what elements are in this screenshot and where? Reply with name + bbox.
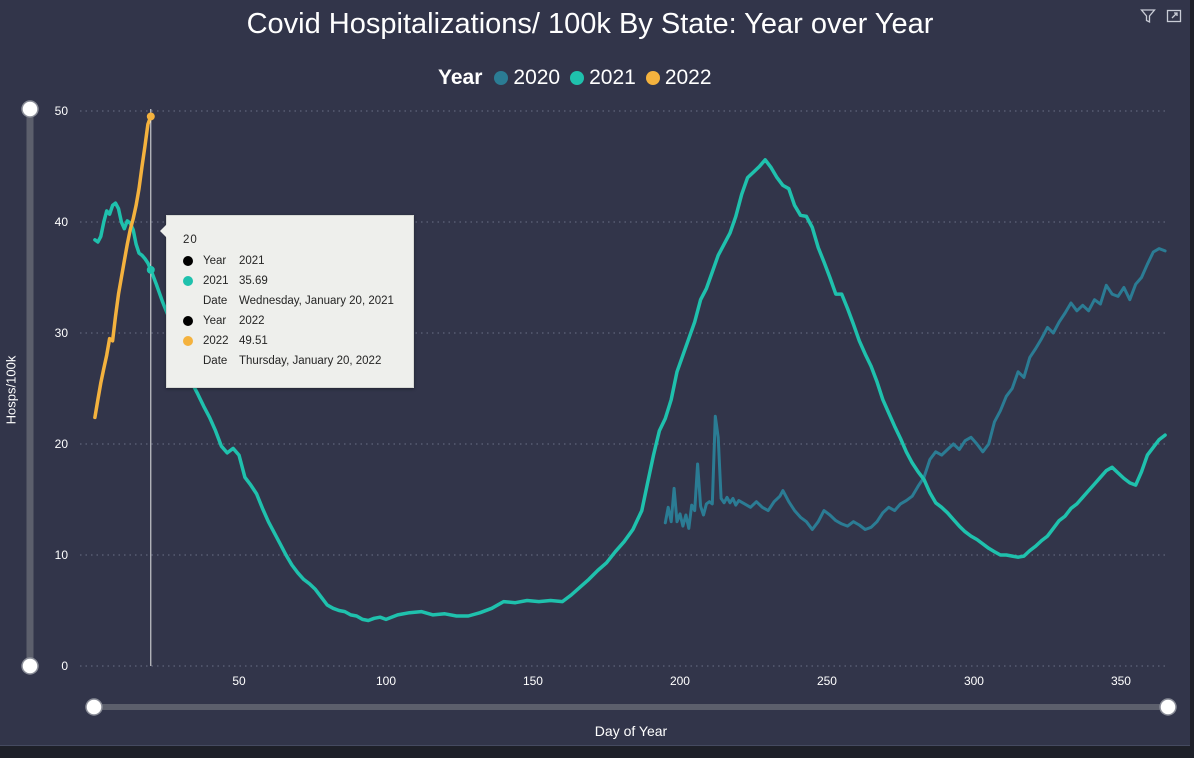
legend-item-2022[interactable]: 2022 [645, 66, 712, 90]
tooltip-key: Date [203, 295, 228, 307]
y-tick-label: 40 [55, 215, 69, 229]
y-tick-label: 50 [55, 104, 69, 118]
tooltip-key: Date [203, 355, 228, 367]
y-range-slider-handle-bottom [21, 657, 39, 675]
hover-marker-2022 [146, 112, 155, 121]
visual-header-icons [1140, 8, 1182, 24]
legend-dot-icon [570, 71, 585, 85]
tooltip-value: Thursday, January 20, 2022 [239, 355, 382, 367]
tooltip-key: Year [203, 255, 227, 267]
y-tick-label: 0 [61, 659, 68, 673]
tooltip-bullet-icon [183, 316, 193, 326]
x-range-slider-handle-right [1159, 698, 1177, 716]
tooltip-bullet-icon [183, 256, 193, 266]
legend-item-2020[interactable]: 2020 [494, 66, 560, 90]
x-tick-label: 350 [1111, 674, 1131, 688]
series-line-2020 [663, 247, 1167, 531]
tooltip-value: 2022 [239, 315, 265, 327]
x-tick-label: 100 [376, 674, 396, 688]
x-tick-label: 200 [670, 674, 690, 688]
legend-label: 2020 [513, 66, 561, 89]
legend: Year 2020 2021 2022 [438, 64, 722, 92]
series-line-2022 [93, 114, 153, 420]
x-tick-label: 50 [232, 674, 246, 688]
hover-marker-2021 [146, 265, 155, 274]
legend-dot-icon [494, 71, 509, 85]
series-line-2021 [93, 158, 1167, 623]
tooltip-key: 2021 [203, 275, 229, 287]
y-tick-label: 20 [55, 437, 69, 451]
tooltip-header: 20 [183, 234, 198, 246]
legend-label: 2021 [589, 66, 636, 89]
plot-area: 0 10 20 30 40 50 50 100 150 200 250 300 350 [21, 100, 1177, 716]
tooltip-value: Wednesday, January 20, 2021 [239, 295, 394, 307]
filter-icon[interactable] [1140, 8, 1156, 24]
tooltip-value: 49.51 [239, 335, 268, 347]
tooltip-row: Date Thursday, January 20, 2022 [167, 351, 413, 371]
tooltip-row: 2022 49.51 [167, 331, 413, 351]
tooltip-bullet-icon [183, 336, 193, 346]
tooltip-row: Year 2022 [167, 311, 413, 331]
tooltip: 20 Year 2021 2021 35.69 Date Wednesday, … [160, 215, 414, 388]
x-tick-label: 150 [523, 674, 543, 688]
tooltip-row: Date Wednesday, January 20, 2021 [167, 291, 413, 311]
x-axis-title: Day of Year [594, 723, 668, 739]
legend-label: 2022 [664, 66, 712, 89]
tooltip-row: 2021 35.69 [167, 271, 413, 291]
legend-item-2021[interactable]: 2021 [570, 66, 636, 90]
legend-heading: Year [438, 66, 483, 89]
tooltip-value: 2021 [239, 255, 265, 267]
x-range-slider-handle-left [85, 698, 103, 716]
y-range-slider-handle-top [21, 100, 39, 118]
tooltip-row: Year 2021 [167, 251, 413, 271]
x-tick-label: 300 [964, 674, 984, 688]
tooltip-bullet-icon [183, 276, 193, 286]
tooltip-key: Year [203, 315, 227, 327]
tooltip-key: 2022 [203, 335, 229, 347]
focus-mode-icon[interactable] [1166, 8, 1182, 24]
chart-title: Covid Hospitalizations/ 100k By State: Y… [246, 8, 934, 40]
legend-dot-icon [645, 71, 660, 85]
tooltip-value: 35.69 [239, 275, 268, 287]
x-tick-label: 250 [817, 674, 837, 688]
y-tick-label: 10 [55, 548, 69, 562]
y-tick-label: 30 [55, 326, 69, 340]
